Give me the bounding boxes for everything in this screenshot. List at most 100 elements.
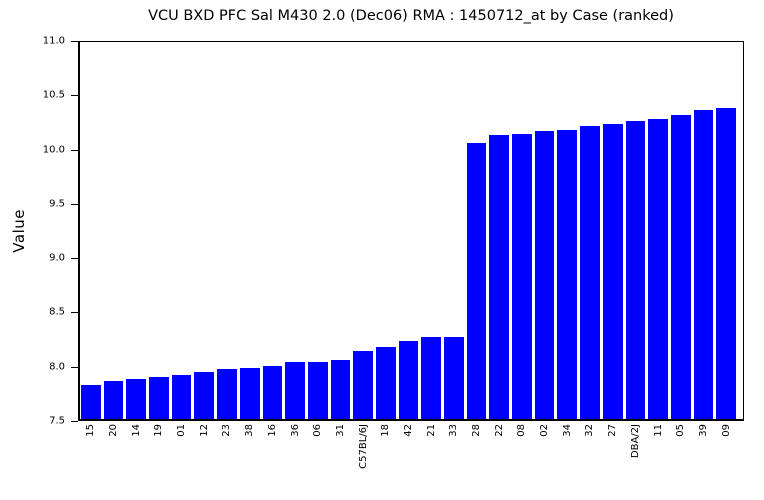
bar-28 (466, 143, 487, 419)
bar-32 (580, 126, 600, 419)
bar-01 (171, 374, 192, 419)
x-tick-cell: 11 (648, 424, 668, 484)
x-tick-label-DBA/2J: DBA/2J (629, 424, 641, 459)
bar-23 (217, 369, 237, 419)
x-tick-label-08: 08 (516, 424, 528, 437)
x-tick-cell: 15 (81, 424, 101, 484)
x-tick-label-05: 05 (675, 424, 687, 437)
x-axis-labels: 15 20 14 19 01 12 23 38 16 36 06 31 C57BL/6J 18 42 21 33… (80, 424, 743, 484)
bar-DBA/2J (625, 120, 646, 419)
x-tick-label-15: 15 (85, 424, 97, 437)
bar-16 (262, 366, 283, 419)
bar-19 (149, 377, 169, 419)
bar-11 (648, 118, 668, 419)
x-tick-cell: 20 (104, 424, 124, 484)
x-tick-label-36: 36 (289, 424, 301, 437)
y-tick-mark (71, 312, 78, 314)
x-tick-label-39: 39 (697, 424, 709, 437)
bar-14 (126, 379, 147, 419)
y-axis: 11.0 10.5 10.0 9.5 9.0 8.5 8.0 7.5 (0, 36, 78, 427)
x-tick-cell: 27 (603, 424, 623, 484)
x-tick-label-42: 42 (402, 424, 414, 437)
y-tick-label: 7.5 (49, 415, 65, 427)
x-tick-cell: 42 (399, 424, 419, 484)
chart-title: VCU BXD PFC Sal M430 2.0 (Dec06) RMA : 1… (148, 8, 674, 24)
x-tick-cell: 38 (240, 424, 260, 484)
x-tick-label-C57BL/6J: C57BL/6J (357, 424, 369, 469)
y-tick-mark (71, 421, 78, 422)
bar-12 (194, 371, 215, 419)
x-tick-cell: C57BL/6J (353, 424, 373, 484)
x-tick-label-21: 21 (425, 424, 437, 437)
x-tick-label-34: 34 (561, 424, 573, 437)
x-tick-label-14: 14 (130, 424, 142, 437)
x-tick-cell: 23 (217, 424, 237, 484)
x-tick-label-09: 09 (720, 424, 732, 437)
x-tick-label-18: 18 (380, 424, 392, 437)
x-tick-label-31: 31 (334, 424, 346, 437)
bar-34 (557, 130, 578, 419)
y-tick-label: 10.0 (42, 144, 65, 156)
x-tick-label-20: 20 (108, 424, 120, 437)
x-tick-label-23: 23 (221, 424, 233, 437)
bar-36 (285, 361, 305, 419)
x-tick-label-22: 22 (493, 424, 505, 437)
bar-05 (670, 115, 691, 419)
bar-15 (81, 384, 101, 419)
x-tick-cell: 05 (671, 424, 691, 484)
bar-39 (693, 109, 714, 419)
y-tick-label: 10.5 (42, 89, 65, 101)
x-tick-label-02: 02 (539, 424, 551, 437)
x-tick-label-32: 32 (584, 424, 596, 437)
bar-27 (602, 123, 623, 419)
x-tick-cell: 14 (126, 424, 146, 484)
bar-06 (307, 361, 328, 419)
x-tick-cell: 39 (694, 424, 714, 484)
bars-container (80, 42, 743, 419)
x-tick-cell: 34 (557, 424, 577, 484)
bar-C57BL/6J (353, 351, 373, 419)
x-tick-label-33: 33 (448, 424, 460, 437)
bar-42 (398, 341, 419, 419)
x-tick-label-01: 01 (176, 424, 188, 437)
x-tick-cell: 12 (194, 424, 214, 484)
bar-09 (716, 107, 736, 419)
bar-20 (103, 381, 124, 419)
x-tick-cell: 31 (331, 424, 351, 484)
bar-33 (444, 337, 464, 419)
y-tick-label: 8.0 (49, 361, 65, 373)
plot-area (78, 41, 744, 421)
x-tick-cell: 21 (421, 424, 441, 484)
y-tick-mark (71, 149, 78, 151)
x-tick-cell: 06 (308, 424, 328, 484)
bar-18 (375, 346, 396, 419)
x-tick-cell: DBA/2J (626, 424, 646, 484)
y-tick-label: 9.5 (49, 198, 65, 210)
x-tick-cell: 36 (285, 424, 305, 484)
x-tick-label-16: 16 (266, 424, 278, 437)
bar-08 (512, 133, 532, 419)
x-tick-cell: 01 (172, 424, 192, 484)
x-tick-cell: 33 (444, 424, 464, 484)
bar-22 (489, 134, 510, 419)
x-tick-cell: 18 (376, 424, 396, 484)
bar-02 (534, 131, 555, 419)
x-tick-label-28: 28 (471, 424, 483, 437)
x-tick-cell: 08 (512, 424, 532, 484)
x-tick-cell: 16 (263, 424, 283, 484)
y-tick-label: 9.0 (49, 252, 65, 264)
y-tick-mark (71, 203, 78, 205)
x-tick-cell: 02 (535, 424, 555, 484)
x-tick-label-12: 12 (198, 424, 210, 437)
x-tick-label-11: 11 (652, 424, 664, 437)
y-tick-label: 11.0 (42, 35, 65, 47)
x-tick-label-38: 38 (244, 424, 256, 437)
x-tick-label-19: 19 (153, 424, 165, 437)
x-tick-cell: 19 (149, 424, 169, 484)
bar-21 (421, 337, 441, 419)
bar-31 (330, 359, 351, 419)
y-tick-mark (71, 258, 78, 260)
x-tick-cell: 32 (580, 424, 600, 484)
bar-38 (239, 368, 260, 419)
